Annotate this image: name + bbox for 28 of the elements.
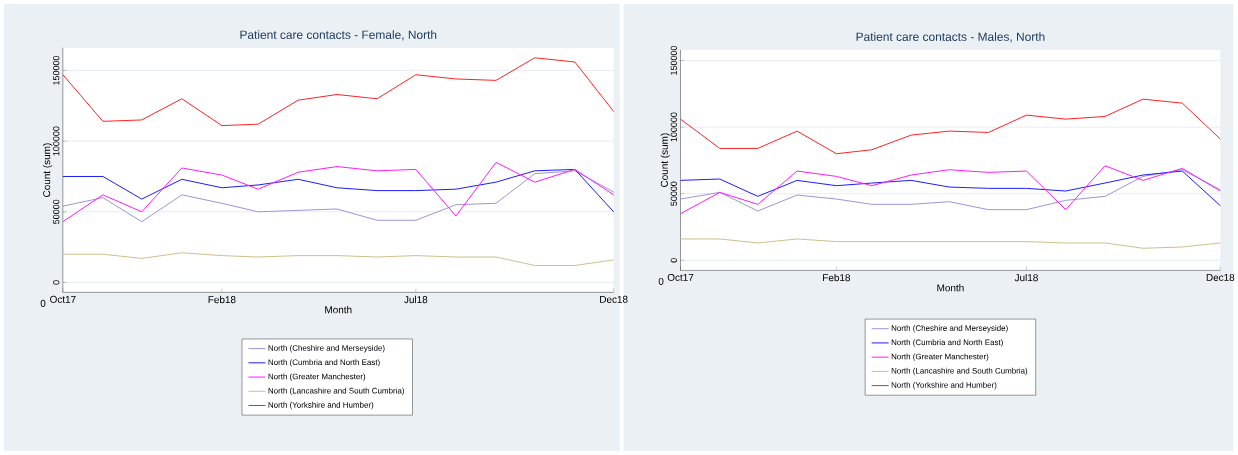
y-axis-title: Count (sum) — [660, 133, 670, 187]
y-tick-label: 100000 — [670, 112, 678, 142]
x-axis-title: Month — [937, 284, 964, 292]
y-tick-label: 0 — [670, 258, 678, 263]
text: 0 — [658, 277, 664, 285]
chart-title: Patient care contacts - Female, North — [240, 30, 437, 41]
x-tick-label: Oct17 — [50, 295, 76, 303]
x-tick-label: Dec18 — [600, 295, 628, 303]
x-tick-label: Jul18 — [1014, 273, 1038, 282]
line-series — [680, 98, 1221, 155]
x-tick-label: Feb18 — [823, 273, 851, 282]
y-tick-label: 150000 — [670, 45, 678, 75]
y-tick-label: 100000 — [53, 126, 60, 156]
line-series — [62, 57, 615, 127]
x-tick-label: Oct17 — [667, 273, 694, 281]
y-tick-label: 0 — [53, 280, 60, 285]
x-tick-label: Jul18 — [404, 295, 428, 304]
x-tick-label: Feb18 — [208, 295, 236, 304]
text: 0 — [40, 299, 46, 307]
y-tick-label: 150000 — [53, 55, 60, 85]
chart-title: Patient care contacts - Males, North — [856, 32, 1045, 43]
line-series — [62, 168, 615, 213]
x-tick-label: Dec18 — [1206, 273, 1235, 281]
y-tick-label: 50000 — [53, 199, 60, 224]
y-axis-title: Count (sum) — [42, 143, 53, 197]
y-tick-label: 50000 — [670, 181, 678, 206]
x-axis-title: Month — [325, 305, 352, 314]
line-series — [62, 252, 615, 266]
